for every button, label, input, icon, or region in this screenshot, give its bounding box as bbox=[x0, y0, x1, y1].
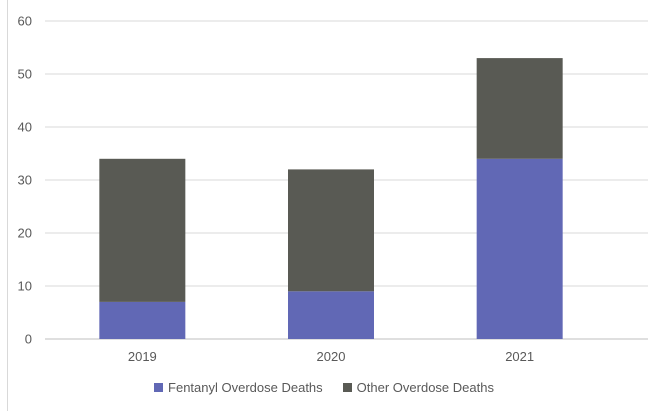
bar-2021-other bbox=[476, 58, 563, 159]
bar-2020-fentanyl bbox=[288, 291, 374, 339]
y-tick-label: 50 bbox=[18, 67, 32, 82]
x-tick-label: 2019 bbox=[128, 349, 157, 364]
y-tick-label: 20 bbox=[18, 226, 32, 241]
legend-swatch-other bbox=[342, 383, 352, 392]
legend-swatch-fentanyl bbox=[154, 383, 164, 392]
y-tick-label: 60 bbox=[18, 14, 32, 29]
x-tick-label: 2021 bbox=[505, 349, 534, 364]
y-tick-label: 0 bbox=[25, 332, 32, 347]
legend-label-fentanyl: Fentanyl Overdose Deaths bbox=[168, 380, 323, 395]
y-tick-label: 10 bbox=[18, 279, 32, 294]
x-tick-label: 2020 bbox=[317, 349, 346, 364]
chart-frame bbox=[7, 0, 648, 411]
bar-2020-other bbox=[288, 169, 374, 292]
legend-item-fentanyl: Fentanyl Overdose Deaths bbox=[154, 380, 323, 395]
bar-2019-fentanyl bbox=[99, 301, 186, 339]
bar-2019-other bbox=[99, 158, 186, 302]
legend: Fentanyl Overdose Deaths Other Overdose … bbox=[0, 380, 648, 395]
legend-item-other: Other Overdose Deaths bbox=[342, 380, 494, 395]
y-tick-label: 40 bbox=[18, 120, 32, 135]
legend-label-other: Other Overdose Deaths bbox=[356, 380, 494, 395]
bar-2021-fentanyl bbox=[476, 158, 563, 339]
y-tick-label: 30 bbox=[18, 173, 32, 188]
